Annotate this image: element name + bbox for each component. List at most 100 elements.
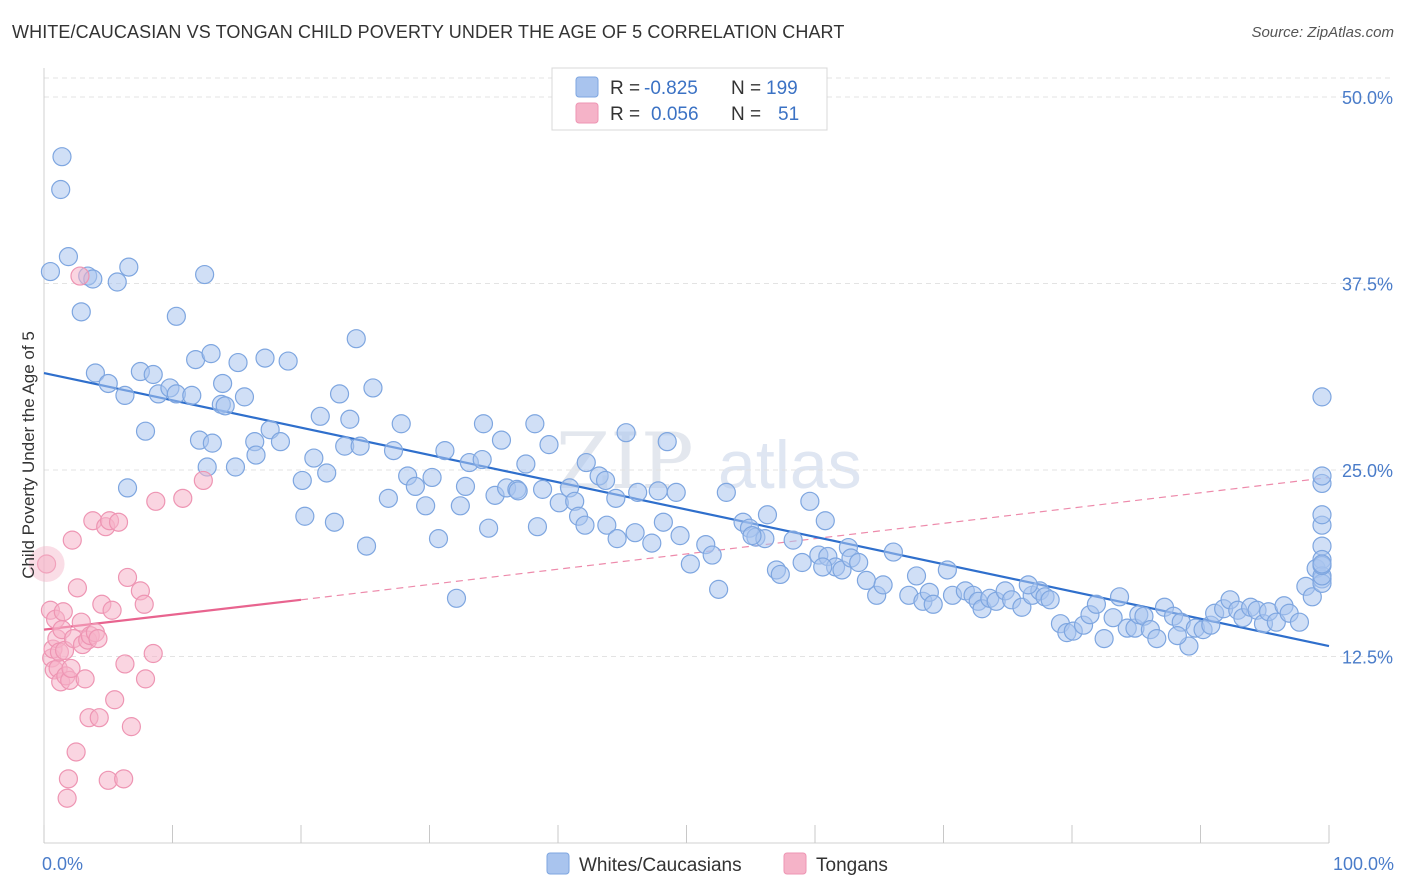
point-whites-121 [873, 575, 893, 595]
point-tongans-21 [67, 578, 88, 598]
point-whites-82 [575, 515, 595, 535]
y-axis-label: Child Poverty Under the Age of 5 [19, 331, 38, 579]
point-whites-49 [350, 436, 370, 456]
point-whites-75 [527, 517, 548, 537]
point-whites-99 [702, 545, 722, 565]
point-whites-63 [455, 476, 476, 497]
legend-r-value-2: 0.056 [651, 104, 699, 125]
point-whites-87 [606, 488, 626, 508]
point-tongans-17 [61, 658, 81, 679]
point-whites-118 [849, 552, 869, 573]
point-whites-28 [213, 373, 233, 394]
watermark-atlas: atlas [718, 427, 862, 503]
point-tongans-32 [89, 708, 109, 728]
axes [43, 68, 1330, 844]
bottom-legend-swatch-whites [546, 852, 570, 875]
point-whites-1 [51, 179, 71, 200]
point-whites-83 [576, 452, 596, 473]
y-tick-label-2: 37.5% [1342, 275, 1393, 295]
point-whites-61 [446, 588, 467, 608]
point-whites-72 [508, 481, 528, 501]
point-whites-12 [117, 478, 138, 498]
point-whites-97 [680, 554, 700, 574]
point-whites-39 [292, 470, 312, 491]
point-whites-191 [1312, 387, 1332, 407]
point-tongans-47 [143, 643, 163, 664]
point-whites-52 [378, 488, 398, 508]
point-whites-124 [906, 566, 927, 586]
point-tongans-39 [108, 512, 129, 532]
point-whites-108 [770, 564, 790, 585]
point-whites-32 [234, 387, 255, 407]
point-whites-20 [182, 385, 202, 405]
trend-line-whites [43, 371, 1330, 648]
point-whites-91 [628, 482, 648, 502]
point-whites-189 [1312, 554, 1332, 574]
point-whites-67 [479, 518, 499, 538]
x-tick-label-0: 0.0% [42, 854, 83, 874]
point-whites-14 [135, 421, 156, 441]
point-whites-122 [883, 542, 903, 562]
source-label: Source: ZipAtlas.com [1251, 24, 1394, 41]
point-whites-30 [225, 457, 246, 477]
point-whites-19 [166, 306, 186, 326]
legend-swatch-tongans [575, 102, 599, 124]
point-whites-66 [473, 414, 494, 434]
point-whites-26 [202, 433, 222, 453]
point-whites-96 [670, 526, 690, 546]
point-whites-53 [383, 441, 404, 461]
point-tongans-14 [57, 788, 77, 808]
point-whites-4 [71, 302, 91, 322]
point-whites-150 [1103, 608, 1123, 628]
point-whites-148 [1086, 594, 1107, 614]
data-points [28, 147, 1332, 808]
point-whites-90 [625, 523, 645, 543]
point-whites-89 [616, 423, 636, 443]
point-whites-41 [304, 448, 324, 468]
point-whites-3 [58, 247, 79, 267]
point-whites-94 [653, 512, 673, 532]
point-whites-69 [491, 430, 512, 450]
point-whites-77 [539, 435, 559, 455]
point-tongans-31 [88, 628, 108, 649]
point-whites-58 [422, 467, 442, 488]
point-whites-44 [324, 512, 345, 532]
point-tongans-11 [53, 602, 73, 622]
y-tick-label-0: 12.5% [1342, 648, 1393, 668]
point-tongans-18 [62, 530, 82, 550]
trend-line-tongans-extended [300, 476, 1330, 601]
point-whites-198 [1167, 626, 1187, 646]
point-tongans-40 [114, 769, 134, 789]
point-whites-37 [270, 432, 291, 452]
point-whites-34 [246, 445, 266, 465]
point-tongans-41 [115, 654, 135, 674]
legend-r-value-1: -0.825 [644, 78, 698, 99]
point-whites-54 [391, 414, 411, 434]
point-whites-193 [657, 432, 677, 452]
point-whites-197 [1018, 575, 1038, 595]
legend-swatch-whites [575, 76, 599, 98]
point-tongans-43 [121, 717, 141, 737]
legend-r-label-1: R = [610, 78, 640, 99]
point-whites-43 [317, 463, 337, 483]
point-whites-86 [597, 515, 617, 535]
x-tick-label-1: 100.0% [1333, 854, 1394, 874]
point-whites-47 [340, 409, 360, 429]
point-whites-59 [428, 529, 449, 549]
point-whites-31 [228, 352, 248, 373]
point-whites-50 [356, 536, 377, 556]
point-tongans-0 [36, 554, 57, 574]
y-tick-label-3: 50.0% [1342, 88, 1393, 108]
point-whites-95 [666, 482, 686, 502]
point-whites-25 [201, 344, 221, 364]
series-tongans [36, 266, 213, 808]
point-whites-45 [329, 384, 350, 404]
bottom-legend-swatch-tongans [783, 852, 807, 875]
point-tongans-50 [193, 470, 213, 491]
point-whites-29 [215, 396, 235, 416]
point-tongans-48 [146, 491, 166, 511]
watermark: ZIP atlas [556, 417, 862, 507]
point-whites-179 [1302, 587, 1322, 607]
bottom-legend: Whites/Caucasians Tongans [546, 852, 888, 876]
point-whites-40 [295, 506, 315, 526]
